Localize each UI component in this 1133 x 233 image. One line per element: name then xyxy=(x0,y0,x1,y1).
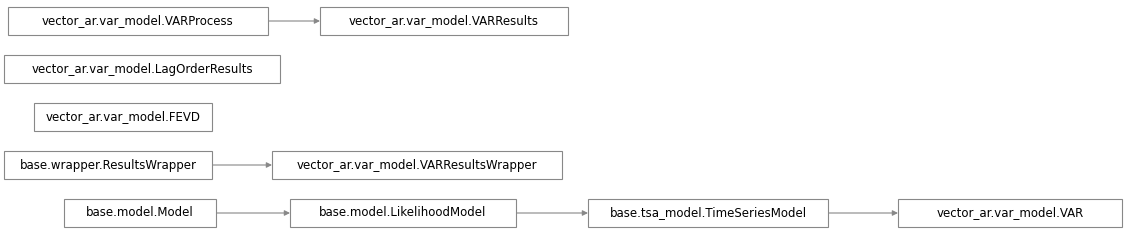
Text: vector_ar.var_model.VARProcess: vector_ar.var_model.VARProcess xyxy=(42,14,233,27)
FancyBboxPatch shape xyxy=(588,199,828,227)
FancyBboxPatch shape xyxy=(898,199,1122,227)
Text: base.tsa_model.TimeSeriesModel: base.tsa_model.TimeSeriesModel xyxy=(610,206,807,219)
Text: base.model.LikelihoodModel: base.model.LikelihoodModel xyxy=(320,206,487,219)
Text: vector_ar.var_model.VARResults: vector_ar.var_model.VARResults xyxy=(349,14,539,27)
Text: vector_ar.var_model.VARResultsWrapper: vector_ar.var_model.VARResultsWrapper xyxy=(297,158,537,171)
Text: vector_ar.var_model.FEVD: vector_ar.var_model.FEVD xyxy=(45,110,201,123)
FancyBboxPatch shape xyxy=(8,7,269,35)
FancyBboxPatch shape xyxy=(5,151,212,179)
FancyBboxPatch shape xyxy=(63,199,216,227)
FancyBboxPatch shape xyxy=(290,199,516,227)
Text: vector_ar.var_model.LagOrderResults: vector_ar.var_model.LagOrderResults xyxy=(32,62,253,75)
Text: vector_ar.var_model.VAR: vector_ar.var_model.VAR xyxy=(936,206,1083,219)
Text: base.wrapper.ResultsWrapper: base.wrapper.ResultsWrapper xyxy=(19,158,196,171)
FancyBboxPatch shape xyxy=(320,7,568,35)
Text: base.model.Model: base.model.Model xyxy=(86,206,194,219)
FancyBboxPatch shape xyxy=(34,103,212,131)
FancyBboxPatch shape xyxy=(272,151,562,179)
FancyBboxPatch shape xyxy=(5,55,280,83)
